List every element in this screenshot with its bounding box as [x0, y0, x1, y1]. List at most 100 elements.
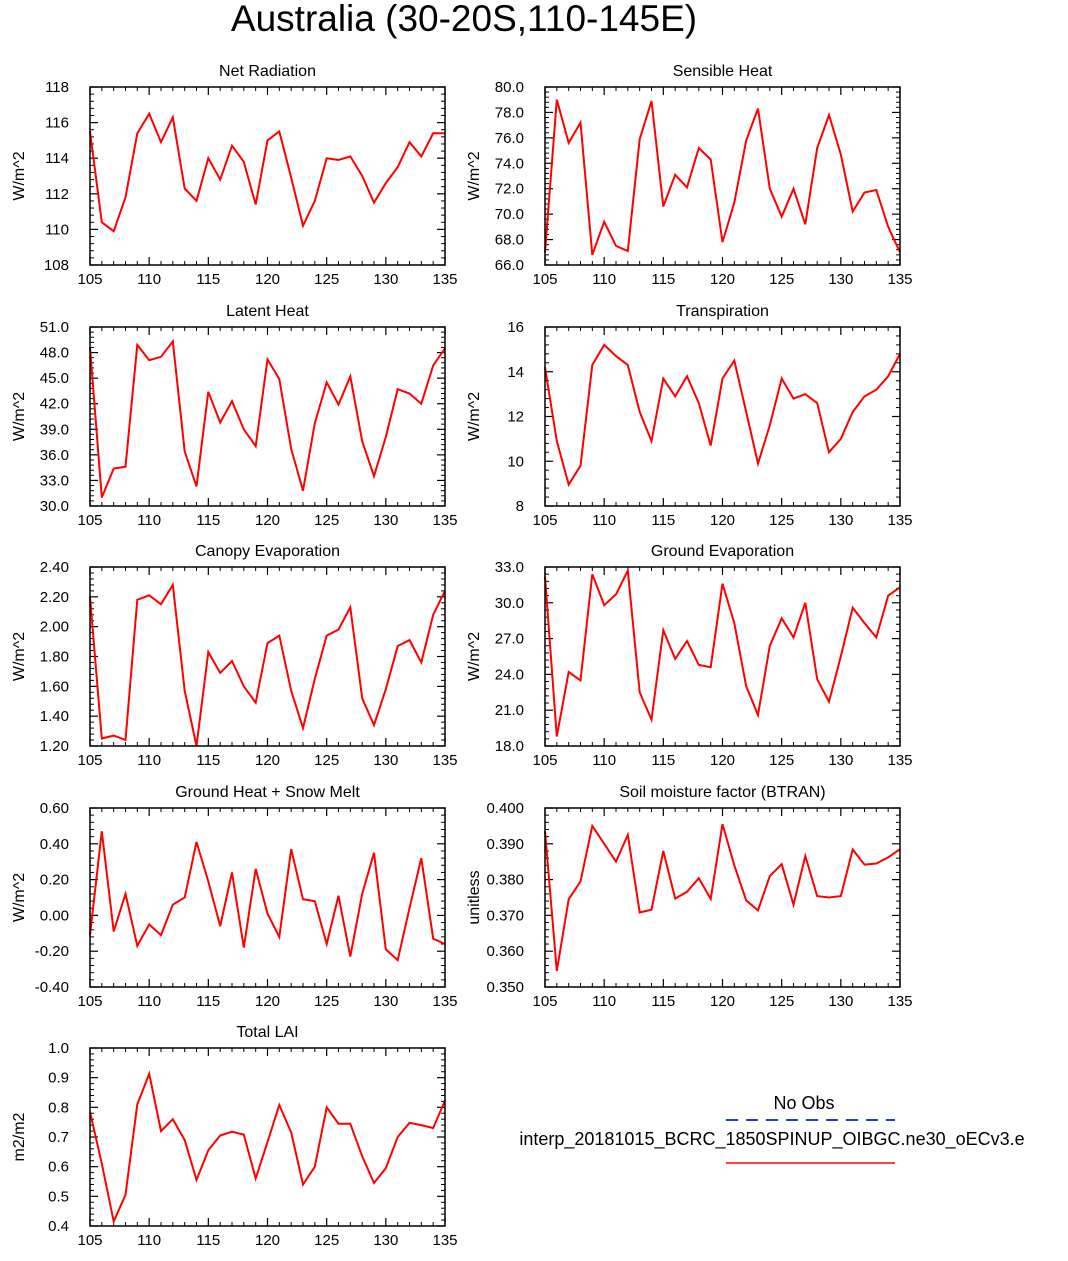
x-tick-label: 135 [432, 512, 457, 529]
x-tick-label: 115 [196, 512, 220, 529]
x-tick-label: 110 [137, 512, 161, 529]
x-tick-label: 135 [887, 993, 912, 1010]
series-line-ground-evaporation [544, 567, 901, 737]
panel-transpiration: 105 110 115 120 125 130 135 8 10 12 14 16 Transpirat… [466, 303, 913, 529]
y-tick-label: 30.0 [40, 498, 69, 515]
y-tick-label: 0.20 [40, 872, 69, 889]
series-line-net-radiation [89, 111, 445, 233]
y-axis-label: W/m^2 [466, 151, 483, 200]
y-tick-label: 0.9 [48, 1070, 69, 1087]
y-tick-label: 66.0 [495, 257, 524, 274]
x-tick-label: 125 [314, 271, 339, 288]
x-tick-label: 130 [373, 752, 398, 769]
y-tick-label: 0.350 [486, 979, 524, 996]
x-tick-label: 105 [77, 993, 102, 1010]
y-tick-label: 2.40 [40, 559, 69, 576]
y-tick-label: 78.0 [495, 104, 524, 121]
x-tick-label: 130 [373, 512, 398, 529]
y-tick-label: 0.7 [48, 1129, 69, 1146]
y-axis-label: unitless [466, 870, 483, 924]
series-line-total-lai [89, 1070, 446, 1225]
x-tick-label: 120 [710, 271, 735, 288]
panel-ground-heat-snow-melt: 105 110 115 120 125 130 135 -0.40 -0.20 0.00 0.20 0… [11, 784, 458, 1010]
y-tick-label: 110 [45, 221, 69, 238]
x-tick-label: 130 [828, 512, 853, 529]
y-tick-label: 0.390 [486, 836, 524, 853]
panel-title-latent-heat: Latent Heat [226, 303, 309, 320]
y-axis-label: W/m^2 [466, 392, 483, 441]
y-tick-label: 10 [507, 453, 524, 470]
x-tick-label: 125 [314, 752, 339, 769]
legend: No Obs interp_20181015_BCRC_1850SPINUP_O… [519, 1093, 1025, 1164]
y-tick-label: 0.8 [48, 1099, 69, 1116]
y-tick-label: 116 [45, 115, 69, 132]
x-tick-label: 130 [828, 271, 853, 288]
y-tick-label: -0.20 [35, 943, 69, 960]
x-tick-label: 115 [196, 993, 220, 1010]
x-tick-label: 110 [137, 752, 161, 769]
panel-net-radiation: 105 110 115 120 125 130 135 108 110 112 114 116 118 N… [11, 63, 458, 288]
plot-frame [89, 86, 446, 266]
x-tick-label: 115 [196, 752, 220, 769]
y-tick-label: 80.0 [495, 79, 524, 96]
legend-label-no-obs: No Obs [773, 1093, 834, 1113]
y-tick-label: 14 [507, 364, 524, 381]
x-tick-label: 120 [255, 271, 280, 288]
x-tick-label: 110 [592, 512, 616, 529]
x-tick-label: 135 [887, 512, 912, 529]
x-tick-label: 110 [592, 752, 616, 769]
y-tick-label: 0.60 [40, 800, 69, 817]
panel-sensible-heat: 105 110 115 120 125 130 135 66.0 68.0 70.0 72.0 74.… [466, 63, 913, 288]
x-tick-label: 120 [710, 993, 735, 1010]
x-tick-label: 110 [592, 993, 616, 1010]
x-tick-label: 120 [710, 752, 735, 769]
series-line-soil-moisture-factor-btran [544, 823, 901, 972]
y-tick-label: 8 [516, 498, 524, 515]
y-tick-label: 30.0 [495, 595, 524, 612]
y-tick-label: 1.20 [40, 738, 69, 755]
y-axis-label: W/m^2 [11, 632, 28, 681]
y-tick-label: 51.0 [40, 319, 69, 336]
x-tick-label: 120 [710, 512, 735, 529]
y-tick-label: 0.400 [486, 800, 524, 817]
panel-total-lai: 105 110 115 120 125 130 135 0.4 0.5 0.6 0.7 0.8 0.9 1… [11, 1024, 458, 1249]
series-line-sensible-heat [544, 99, 901, 256]
plot-frame [89, 1047, 446, 1227]
x-tick-label: 105 [532, 752, 557, 769]
y-tick-label: 118 [45, 79, 69, 96]
x-tick-label: 135 [887, 271, 912, 288]
panel-title-sensible-heat: Sensible Heat [673, 63, 773, 80]
y-tick-label: 72.0 [495, 181, 524, 198]
y-tick-label: 0.6 [48, 1159, 69, 1176]
y-tick-label: 45.0 [40, 370, 69, 387]
plot-frame [89, 807, 446, 988]
x-tick-label: 120 [255, 993, 280, 1010]
plot-frame [89, 326, 446, 507]
panel-title-ground-heat-snow-melt: Ground Heat + Snow Melt [175, 784, 360, 801]
x-tick-label: 110 [137, 993, 161, 1010]
x-tick-label: 125 [314, 1232, 339, 1249]
y-tick-label: 33.0 [40, 472, 69, 489]
y-tick-label: 2.00 [40, 619, 69, 636]
x-tick-label: 130 [373, 1232, 398, 1249]
x-tick-label: 135 [887, 752, 912, 769]
plot-frame [544, 566, 901, 747]
x-tick-label: 115 [196, 1232, 220, 1249]
x-tick-label: 120 [255, 1232, 280, 1249]
x-tick-label: 130 [373, 993, 398, 1010]
panel-canopy-evaporation: 105 110 115 120 125 130 135 1.20 1.40 1.60 1.80 2.0… [11, 543, 458, 769]
y-tick-label: 70.0 [495, 206, 524, 223]
y-tick-label: 0.4 [48, 1218, 69, 1235]
x-tick-label: 130 [828, 752, 853, 769]
x-tick-label: 135 [432, 271, 457, 288]
x-tick-label: 135 [432, 1232, 457, 1249]
x-tick-label: 125 [314, 512, 339, 529]
y-tick-label: 0.00 [40, 907, 69, 924]
y-tick-label: 0.360 [486, 943, 524, 960]
x-tick-label: 115 [651, 752, 675, 769]
panel-title-soil-moisture-factor-btran: Soil moisture factor (BTRAN) [619, 784, 825, 801]
y-tick-label: 2.20 [40, 589, 69, 606]
x-tick-label: 115 [651, 271, 675, 288]
y-tick-label: 108 [44, 257, 69, 274]
